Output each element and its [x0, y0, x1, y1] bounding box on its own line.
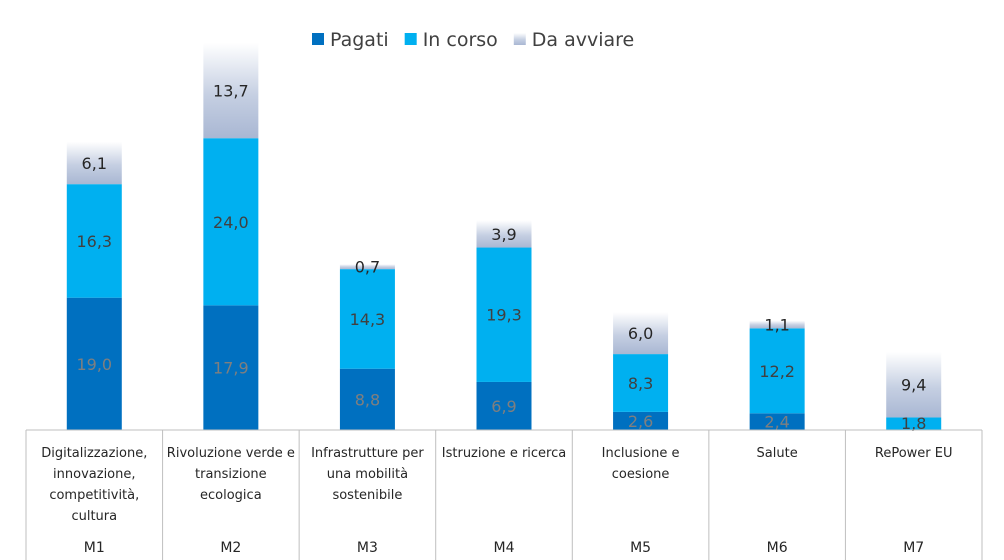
- value-label-m2-da-avviare: 13,7: [213, 81, 249, 100]
- category-label-m5: Inclusione e coesione: [602, 446, 680, 482]
- bar-m3-da-avviare: [339, 264, 395, 270]
- bar-m2-pagati: [203, 305, 259, 430]
- value-label-m4-in-corso: 19,3: [486, 306, 522, 325]
- category-label-m1: Digitalizzazione, innovazione, competitivi…: [41, 446, 147, 524]
- category-axis: Digitalizzazione, innovazione, competitivi…: [25, 429, 983, 560]
- mission-code-m6: M6: [767, 540, 788, 556]
- value-label-m7-da-avviare: 9,4: [901, 376, 926, 395]
- bar-m6-da-avviare: [749, 320, 805, 329]
- bar-m4-pagati: [476, 381, 532, 430]
- value-label-m2-pagati: 17,9: [213, 359, 249, 378]
- mission-code-m7: M7: [903, 540, 924, 556]
- value-label-m4-pagati: 6,9: [491, 397, 516, 416]
- category-label-m4: Istruzione e ricerca: [442, 446, 566, 461]
- bar-m6-in-corso: [749, 328, 805, 414]
- bar-m5-pagati: [613, 411, 669, 430]
- bar-m4-da-avviare: [476, 220, 532, 248]
- value-label-m3-da-avviare: 0,7: [355, 258, 380, 277]
- value-label-m5-da-avviare: 6,0: [628, 324, 653, 343]
- bar-m3-in-corso: [339, 269, 395, 369]
- mission-code-m1: M1: [84, 540, 105, 556]
- value-label-m5-in-corso: 8,3: [628, 374, 653, 393]
- bar-m2-in-corso: [203, 138, 259, 306]
- legend: Pagati In corso Da avviare: [312, 29, 634, 51]
- legend-label-in-corso: In corso: [423, 29, 498, 51]
- value-label-m1-in-corso: 16,3: [76, 232, 112, 251]
- mission-code-m4: M4: [494, 540, 515, 556]
- bar-m6-pagati: [749, 413, 805, 430]
- legend-label-da-avviare: Da avviare: [532, 29, 634, 51]
- legend-swatch-da-avviare: [513, 33, 526, 45]
- value-label-m4-da-avviare: 3,9: [491, 225, 516, 244]
- bar-m3-pagati: [339, 368, 395, 430]
- legend-swatch-pagati: [312, 33, 324, 45]
- value-label-m1-da-avviare: 6,1: [82, 154, 107, 173]
- bar-m5-in-corso: [613, 354, 669, 412]
- category-label-m2: Rivoluzione verde e transizione ecologica: [167, 446, 295, 503]
- legend-swatch-in-corso: [404, 33, 417, 45]
- value-labels-group: 19,0 16,3 6,1 17,9 24,0 13,7 8,8 14,3 0,7 6,9 19,3…: [76, 81, 926, 433]
- bars-group: [66, 42, 942, 430]
- value-label-m6-pagati: 2,4: [764, 413, 789, 432]
- value-label-m6-in-corso: 12,2: [759, 362, 795, 381]
- value-label-m1-pagati: 19,0: [76, 355, 112, 374]
- mission-code-m5: M5: [630, 540, 651, 556]
- bar-m5-da-avviare: [613, 312, 669, 355]
- category-label-m6: Salute: [757, 446, 798, 461]
- value-label-m7-in-corso: 1,8: [901, 414, 926, 433]
- mission-code-m2: M2: [220, 540, 241, 556]
- mission-code-m3: M3: [357, 540, 378, 556]
- value-label-m3-in-corso: 14,3: [350, 310, 386, 329]
- category-label-m3: Infrastrutture per una mobilità sostenibil…: [311, 446, 424, 503]
- value-label-m5-pagati: 2,6: [628, 412, 653, 431]
- legend-label-pagati: Pagati: [330, 29, 389, 51]
- value-label-m3-pagati: 8,8: [355, 390, 380, 409]
- bar-m7-da-avviare: [886, 352, 942, 418]
- value-label-m6-da-avviare: 1,1: [764, 315, 789, 334]
- bar-m1-pagati: [66, 297, 122, 430]
- value-label-m2-in-corso: 24,0: [213, 213, 249, 232]
- bar-m4-in-corso: [476, 247, 532, 382]
- bar-m1-da-avviare: [66, 141, 122, 185]
- bar-m7-in-corso: [886, 417, 942, 430]
- category-label-m7: RePower EU: [875, 446, 953, 461]
- bar-m2-da-avviare: [203, 42, 259, 139]
- bar-m1-in-corso: [66, 184, 122, 298]
